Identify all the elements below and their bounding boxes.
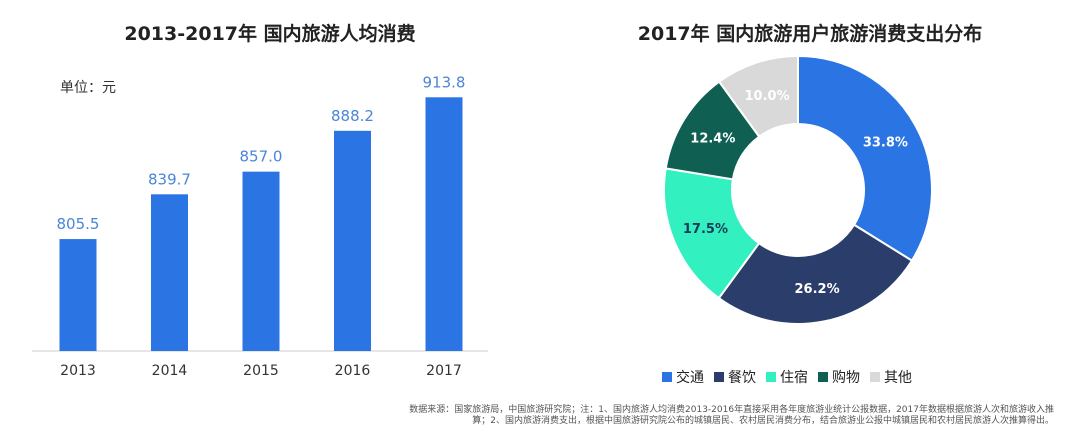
donut-slice-label: 33.8% xyxy=(863,135,908,150)
x-tick-label: 2017 xyxy=(426,363,462,379)
x-tick-label: 2014 xyxy=(152,363,188,379)
legend-label: 购物 xyxy=(832,370,860,386)
unit-label: 单位：元 xyxy=(60,80,116,96)
bar-value-label: 857.0 xyxy=(240,148,283,166)
source-note: 数据来源：国家旅游局，中国旅游研究院；注：1、国内旅游人均消费2013-2016… xyxy=(409,405,1054,426)
x-tick-label: 2013 xyxy=(60,363,96,379)
legend-swatch xyxy=(818,372,828,382)
donut-slice-住宿 xyxy=(663,167,761,300)
legend-swatch xyxy=(870,372,880,382)
donut-slice-其他 xyxy=(717,54,799,139)
bar-2016 xyxy=(334,130,371,351)
donut-slice-label: 12.4% xyxy=(690,132,735,147)
donut-slice-label: 10.0% xyxy=(745,89,790,104)
x-tick-label: 2015 xyxy=(243,363,279,379)
legend-label: 餐饮 xyxy=(728,370,756,386)
donut-slice-label: 17.5% xyxy=(683,222,728,237)
bar-chart-title: 2013-2017年 国内旅游人均消费 xyxy=(124,23,416,45)
bar-2014 xyxy=(151,194,188,351)
legend-item: 交通 xyxy=(662,367,704,387)
pie-legend: 交通 餐饮 住宿 购物 其他 xyxy=(662,367,962,387)
legend-label: 交通 xyxy=(676,370,704,386)
bar-2015 xyxy=(242,171,280,351)
bar-value-label: 839.7 xyxy=(148,170,191,188)
bar-2013 xyxy=(59,239,97,351)
pie-chart-title: 2017年 国内旅游用户旅游消费支出分布 xyxy=(637,23,983,45)
bar-value-label: 805.5 xyxy=(57,215,100,233)
legend-item: 购物 xyxy=(818,367,860,387)
legend-swatch xyxy=(766,372,776,382)
legend-swatch xyxy=(714,372,724,382)
legend-label: 住宿 xyxy=(780,370,808,386)
donut-slice-交通 xyxy=(797,54,933,262)
x-tick-label: 2016 xyxy=(335,363,371,379)
donut-slice-餐饮 xyxy=(717,223,914,325)
donut-slice-label: 26.2% xyxy=(795,282,840,297)
legend-item: 住宿 xyxy=(766,367,808,387)
bar-value-label: 913.8 xyxy=(423,73,466,91)
legend-item: 其他 xyxy=(870,367,912,387)
legend-item: 餐饮 xyxy=(714,367,756,387)
bar-value-label: 888.2 xyxy=(331,107,374,125)
legend-label: 其他 xyxy=(884,370,912,386)
bar-2017 xyxy=(425,97,463,351)
legend-swatch xyxy=(662,372,672,382)
